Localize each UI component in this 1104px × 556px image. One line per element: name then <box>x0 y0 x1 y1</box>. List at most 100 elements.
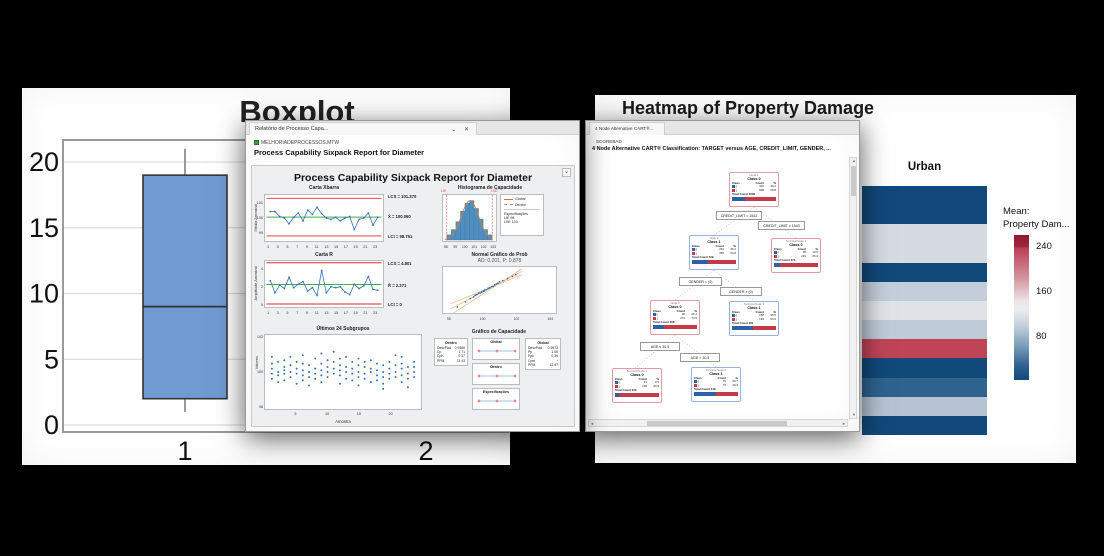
r-chart-title: Carta R <box>315 252 333 258</box>
axis-tick: 10 <box>325 412 330 416</box>
axis-tick: 23 <box>373 311 378 315</box>
vertical-scrollbar[interactable]: ▲ ▼ <box>849 157 857 419</box>
capability-title: Gráfico de Capacidade <box>471 329 527 335</box>
horizontal-scroll-thumb[interactable] <box>647 421 787 426</box>
axis-tick: 19 <box>353 311 358 315</box>
worksheet-label: MELHORIADEPROCESSOS.MTW <box>254 140 339 146</box>
scroll-up-icon[interactable]: ▲ <box>852 158 856 163</box>
document-title: Process Capability Sixpack Report for Di… <box>254 148 425 157</box>
stat-row: DesvPad 0.9366 <box>437 345 465 350</box>
heatmap-cell <box>862 186 987 206</box>
heatmap-cell <box>862 358 987 378</box>
axis-tick: 5 <box>286 311 289 315</box>
xbar-mean-label: X̄ = 100.060 <box>388 214 411 219</box>
heatmap-legend-gradient <box>1014 235 1029 380</box>
svg-text:0: 0 <box>44 410 59 440</box>
tab-collapse-close-icons[interactable]: ⌄ ✕ <box>451 127 472 133</box>
subgroups-ylabel: Valores <box>254 356 259 370</box>
axis-tick: 98 <box>443 245 448 249</box>
interval-plot-box: Especificações <box>472 388 520 410</box>
collapse-report-button[interactable]: ⌄ <box>562 168 571 177</box>
scroll-down-icon[interactable]: ▼ <box>852 412 856 417</box>
stat-row: DesvPad 0.9573 <box>528 345 558 350</box>
heatmap-cell <box>862 224 987 244</box>
scroll-right-icon[interactable]: ► <box>842 421 846 426</box>
axis-tick: 5 <box>294 412 297 416</box>
heatmap-column-header: Urban <box>907 161 942 173</box>
capability-histogram <box>442 194 497 242</box>
axis-tick: 2 <box>260 284 263 289</box>
axis-tick: 11 <box>314 311 319 315</box>
heatmap-legend-title: Mean: Property Dam... <box>1003 206 1070 230</box>
legend-tick-240: 240 <box>1036 241 1052 252</box>
xbar-chart <box>264 194 384 242</box>
tree-node-t1: Terminal Node 1 Class 0 Class Count% 0 21 9.5 1… <box>612 368 662 403</box>
minitab-tabbar: Relatório de Processo Capa... ⌄ ✕ <box>246 121 579 135</box>
heatmap-cell <box>862 396 987 416</box>
axis-tick: 103 <box>490 245 497 249</box>
normal-plot-title: Normal Gráfico de Prob <box>471 252 528 258</box>
split-label: GENDER ≠ (0) <box>720 287 762 296</box>
axis-tick: 7 <box>296 311 299 315</box>
legend-divider <box>504 208 540 210</box>
worksheet-icon <box>254 140 259 145</box>
stat-row: Pp 1.06 <box>528 349 558 354</box>
split-label: CREDIT_LIMIT < 1543 <box>716 211 762 220</box>
tree-node-n3: Node 3 Class 0 Class Count% 0 96 26.1 1 272 73.9 T… <box>650 300 700 335</box>
split-label: GENDER = (0) <box>679 277 722 286</box>
interval-plot-title: Especificações <box>483 390 509 394</box>
axis-tick: 1 <box>266 245 270 249</box>
heatmap-cell <box>862 415 987 436</box>
category-label: 2 <box>418 436 434 466</box>
cart-tab[interactable]: 4 Node Alternative CART®... <box>589 122 665 135</box>
scroll-left-icon[interactable]: ◄ <box>590 421 594 426</box>
xbar-lcl-label: LCI = 98.751 <box>388 234 413 239</box>
tree-node-t4: Terminal Node 4 Class 0 Class Count% 0 38 14.0… <box>771 238 821 273</box>
axis-tick: 15 <box>334 311 339 315</box>
cart-worksheet-label: SCOREBAD <box>596 139 622 144</box>
cart-tree: CREDIT_LIMIT < 1543 CREDIT_LIMIT ≥ 1543 GE… <box>586 157 848 419</box>
legend-tick-80: 80 <box>1036 331 1047 342</box>
heatmap-cell <box>862 300 987 321</box>
histogram-legend: Global Dentro Especificações LIE 98 LSE … <box>500 194 544 236</box>
cart-window: 4 Node Alternative CART®... SCOREBAD 4 N… <box>585 120 860 432</box>
axis-tick: 104 <box>547 317 554 321</box>
axis-tick: 98 <box>259 404 263 409</box>
heatmap-cell <box>862 281 987 301</box>
axis-tick: 100 <box>257 370 263 374</box>
svg-text:20: 20 <box>29 147 59 177</box>
normal-plot-subtitle: AD: 0.201, P: 0.878 <box>477 258 522 264</box>
axis-tick: 20 <box>388 412 393 416</box>
split-label: CREDIT_LIMIT ≥ 1543 <box>758 221 805 230</box>
horizontal-scrollbar[interactable]: ◄ ► <box>588 419 848 427</box>
axis-tick: 19 <box>353 245 358 249</box>
vertical-scroll-thumb[interactable] <box>851 166 856 196</box>
axis-tick: 102 <box>257 335 263 340</box>
stat-row: CpK 0.37 <box>437 354 465 359</box>
heatmap-cell <box>862 205 987 225</box>
axis-tick: 102 <box>513 317 520 321</box>
minitab-tab[interactable]: Relatório de Processo Capa... ⌄ ✕ <box>249 122 477 135</box>
heatmap-title: Heatmap of Property Damage <box>622 98 875 118</box>
xbar-chart-title: Carta Xbarra <box>308 185 339 191</box>
axis-tick: 100 <box>256 216 263 220</box>
report-title: Process Capability Sixpack Report for Di… <box>293 172 533 184</box>
axis-tick: 4 <box>260 266 263 271</box>
heatmap-cell <box>862 320 987 340</box>
normal-probability-plot <box>442 266 557 314</box>
legend-tick-160: 160 <box>1036 286 1052 297</box>
stat-row: Ppk 0.36 <box>528 354 558 359</box>
stat-row: PPM 12.97 <box>528 363 558 368</box>
lie-label: LIE <box>441 189 447 193</box>
heatmap-cell <box>862 339 987 359</box>
axis-tick: 102 <box>480 245 487 249</box>
axis-tick: 0 <box>260 302 263 307</box>
subgroups-title: Últimos 24 Subgrupos <box>316 326 370 332</box>
axis-tick: 101 <box>471 245 478 249</box>
last-subgroups-chart <box>264 334 422 410</box>
xbar-ucl-label: LCS = 101.370 <box>388 194 417 199</box>
svg-text:15: 15 <box>29 213 59 243</box>
cart-tabbar: 4 Node Alternative CART®... <box>586 121 859 135</box>
tree-node-root: Node 1 Class 0 Class Count% 0 302 30.2 1 698 69.8… <box>729 172 779 207</box>
